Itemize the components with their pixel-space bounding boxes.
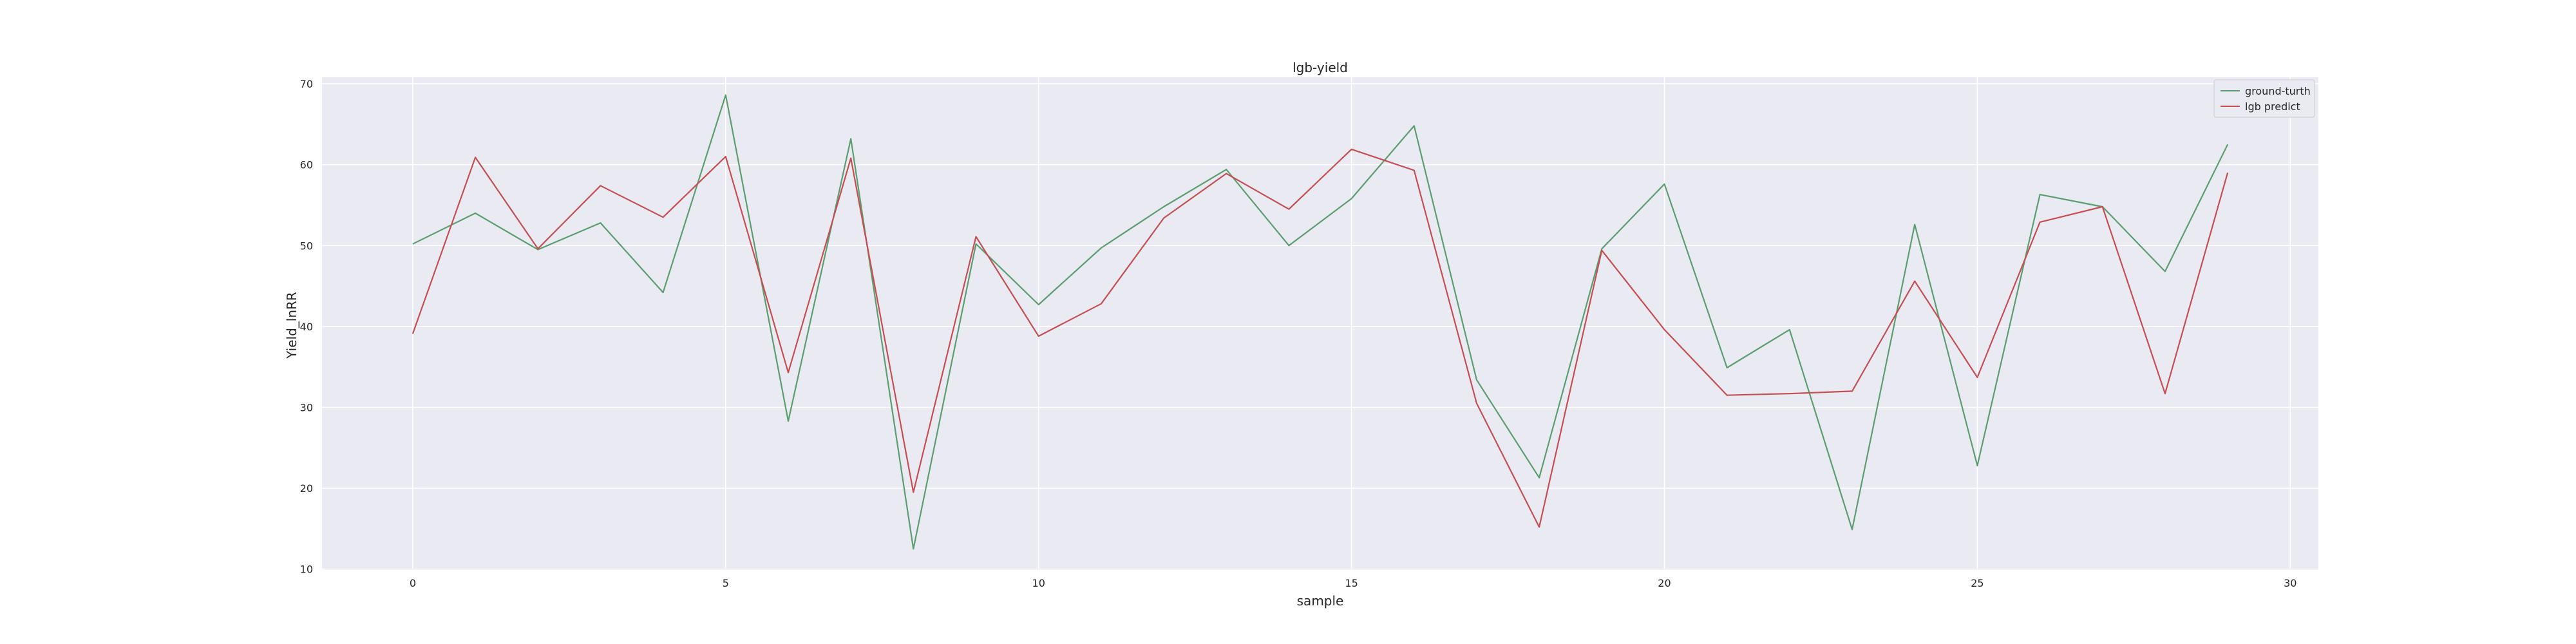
- legend-entry-ground-turth: ground-turth: [2245, 85, 2311, 97]
- y-axis-label: Yield_lnRR: [284, 292, 299, 359]
- x-tick-label: 25: [1971, 577, 1984, 589]
- y-tick-label: 60: [300, 159, 313, 171]
- y-tick-label: 50: [300, 240, 313, 252]
- x-tick-label: 30: [2284, 577, 2297, 589]
- y-tick-label: 30: [300, 402, 313, 414]
- x-tick-label: 0: [410, 577, 416, 589]
- series-line-ground-turth: [412, 94, 2229, 550]
- y-tick-label: 70: [300, 78, 313, 90]
- series-line-lgb-predict: [412, 148, 2229, 528]
- x-tick-label: 15: [1345, 577, 1358, 589]
- plot-area: [322, 77, 2318, 570]
- legend-box: [2213, 79, 2315, 118]
- series-lines: [412, 94, 2229, 550]
- y-tick-label: 40: [300, 321, 313, 333]
- legend: ground-turth lgb predict: [2213, 79, 2315, 118]
- legend-entry-lgb-predict: lgb predict: [2245, 100, 2300, 113]
- x-axis-label: sample: [1297, 593, 1344, 609]
- y-tick-label: 10: [300, 564, 313, 576]
- chart-title: lgb-yield: [1293, 60, 1348, 75]
- x-tick-label: 10: [1032, 577, 1045, 589]
- tick-labels: 0 5 10 15 20 25 30 10 20 30 40 50 60 70: [300, 78, 2297, 589]
- x-tick-label: 5: [723, 577, 729, 589]
- y-tick-label: 20: [300, 482, 313, 495]
- x-tick-label: 20: [1658, 577, 1671, 589]
- grid: [322, 77, 2318, 570]
